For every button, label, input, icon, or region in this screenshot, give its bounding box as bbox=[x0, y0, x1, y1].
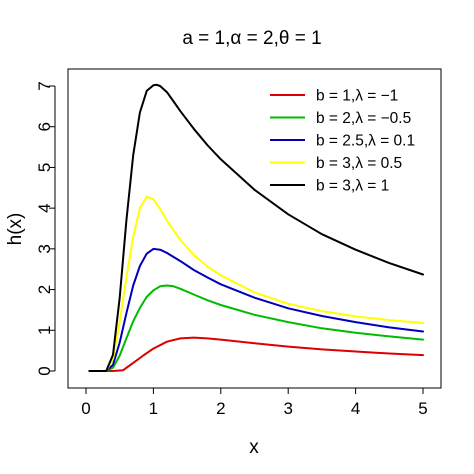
legend-label: b = 2,λ = −0.5 bbox=[316, 110, 411, 127]
legend-label: b = 3,λ = 0.5 bbox=[316, 155, 402, 172]
y-tick-label: 2 bbox=[35, 285, 54, 294]
y-tick-label: 6 bbox=[35, 122, 54, 131]
x-tick-label: 4 bbox=[351, 399, 360, 418]
x-tick-label: 2 bbox=[216, 399, 225, 418]
y-tick-label: 3 bbox=[35, 244, 54, 253]
series-line-5 bbox=[88, 83, 424, 372]
y-tick-label: 7 bbox=[35, 81, 54, 90]
legend-label: b = 1,λ = −1 bbox=[316, 88, 398, 105]
x-axis: 0 1 2 3 4 5 bbox=[81, 387, 428, 418]
legend: b = 1,λ = −1 b = 2,λ = −0.5 b = 2.5,λ = 0.… bbox=[270, 88, 415, 195]
x-tick-label: 0 bbox=[81, 399, 90, 418]
x-tick-label: 1 bbox=[149, 399, 158, 418]
y-axis-label: h(x) bbox=[5, 213, 26, 246]
y-tick-label: 4 bbox=[35, 203, 54, 212]
y-tick-label: 1 bbox=[35, 326, 54, 335]
y-tick-label: 5 bbox=[35, 163, 54, 172]
y-tick-label: 0 bbox=[35, 366, 54, 375]
x-tick-label: 5 bbox=[418, 399, 427, 418]
series-lines bbox=[88, 83, 424, 372]
legend-label: b = 3,λ = 1 bbox=[316, 178, 389, 195]
series-line-4 bbox=[88, 195, 424, 372]
series-line-2 bbox=[88, 284, 424, 372]
x-axis-label: x bbox=[249, 437, 259, 458]
x-tick-label: 3 bbox=[283, 399, 292, 418]
y-axis: 0 1 2 3 4 5 6 7 bbox=[35, 81, 56, 376]
chart-title: a = 1,α = 2,θ = 1 bbox=[182, 28, 321, 49]
series-line-1 bbox=[88, 336, 424, 372]
series-line-3 bbox=[88, 247, 424, 372]
legend-label: b = 2.5,λ = 0.1 bbox=[316, 133, 415, 150]
plot-frame bbox=[67, 68, 442, 389]
